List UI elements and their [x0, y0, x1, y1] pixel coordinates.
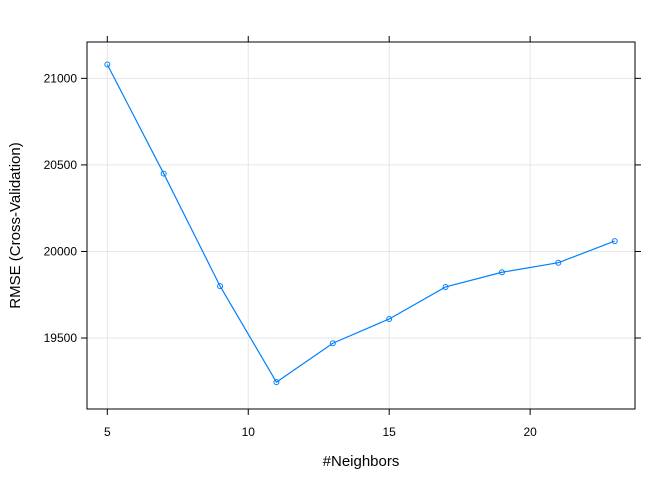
plot-frame [86, 41, 636, 410]
x-tick-label: 15 [383, 425, 397, 439]
y-tick-label: 21000 [44, 71, 78, 85]
data-series [104, 61, 618, 386]
grid-lines [87, 42, 635, 409]
data-point [273, 379, 280, 386]
data-point [217, 283, 224, 290]
tick-labels: 5 10 15 20 19500 20000 20500 21000 [44, 71, 538, 439]
data-point [611, 238, 618, 245]
y-tick-label: 20500 [44, 158, 78, 172]
y-tick-label: 19500 [44, 331, 78, 345]
data-point [386, 315, 393, 322]
x-axis-label: #Neighbors [323, 453, 400, 470]
x-tick-label: 5 [104, 425, 111, 439]
data-point [442, 283, 449, 290]
data-point [329, 340, 336, 347]
axis-ticks [81, 36, 641, 415]
data-point [104, 61, 111, 68]
x-tick-label: 10 [242, 425, 256, 439]
y-tick-label: 20000 [44, 244, 78, 258]
data-point [498, 269, 505, 276]
data-point [555, 259, 562, 266]
y-axis-label: RMSE (Cross-Validation) [7, 142, 24, 308]
series-line [106, 64, 615, 384]
x-tick-label: 20 [523, 425, 537, 439]
data-point [160, 170, 167, 177]
